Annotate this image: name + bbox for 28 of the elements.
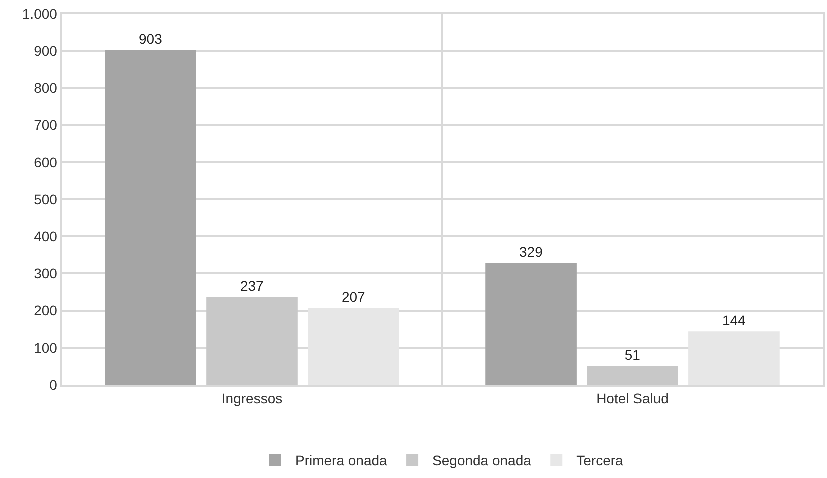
bar (587, 366, 678, 385)
bar (206, 297, 298, 385)
legend-label: Segonda onada (432, 452, 532, 468)
data-label: 237 (240, 278, 264, 294)
y-tick-label: 900 (34, 43, 58, 59)
bar (486, 262, 577, 385)
y-tick-label: 700 (34, 117, 58, 134)
y-tick-label: 500 (34, 191, 58, 208)
y-tick-label: 0 (50, 376, 58, 393)
data-label: 207 (342, 289, 366, 306)
y-tick-label: 100 (34, 340, 58, 356)
data-label: 903 (138, 30, 163, 47)
y-tick-label: 300 (34, 266, 58, 282)
bar (308, 308, 400, 385)
y-tick-label: 1.000 (22, 6, 58, 22)
legend-label: Primera onada (296, 452, 388, 468)
data-label: 51 (624, 347, 641, 364)
legend-label: Tercera (576, 452, 624, 468)
bar (105, 50, 196, 385)
y-tick-label: 600 (34, 154, 58, 170)
y-tick-label: 800 (34, 80, 58, 96)
x-tick-label: Ingressos (222, 390, 283, 407)
y-tick-label: 200 (34, 302, 58, 319)
y-tick-label: 400 (34, 228, 58, 244)
x-tick-label: Hotel Salud (596, 390, 669, 407)
data-label: 329 (519, 244, 544, 260)
bar (688, 332, 780, 385)
data-label: 144 (722, 312, 746, 329)
